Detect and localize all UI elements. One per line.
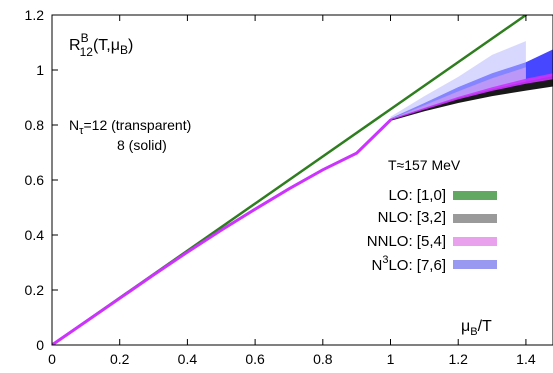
series-line-6 xyxy=(52,118,392,345)
x-tick-label-1: 0.2 xyxy=(110,351,130,367)
y-label-main: R xyxy=(69,37,81,54)
ntau-sub: τ xyxy=(79,125,84,137)
ntau-tail: =12 (transparent) xyxy=(83,117,191,133)
legend-swatch-n3lo xyxy=(453,260,497,269)
y-tick-label-4: 0.8 xyxy=(25,117,45,133)
legend-label-nnlo: NNLO: [5,4] xyxy=(367,233,446,250)
ntau-main: N xyxy=(69,117,79,133)
legend-label-nlo: NLO: [3,2] xyxy=(378,209,446,226)
y-tick-label-1: 0.2 xyxy=(25,282,45,298)
lines-layer xyxy=(52,15,528,345)
series-band-5 xyxy=(390,73,553,121)
x-tick-label-6: 1.2 xyxy=(448,351,468,367)
y-tick-label-6: 1.2 xyxy=(25,7,45,23)
temperature-annotation: T≈157 MeV xyxy=(388,157,461,173)
legend-label-lo: LO: [1,0] xyxy=(388,187,446,204)
y-label-sup: B xyxy=(81,31,89,45)
legend-swatch-nlo xyxy=(453,214,497,223)
x-label-sub: B xyxy=(470,326,477,338)
x-tick-label-3: 0.6 xyxy=(245,351,265,367)
x-tick-label-4: 0.8 xyxy=(313,351,333,367)
legend-label-n3lo: N3LO: [7,6] xyxy=(371,254,446,274)
series-band-4 xyxy=(390,76,553,121)
x-tick-label-0: 0 xyxy=(48,351,56,367)
ntau-annotation-line1: Nτ=12 (transparent) xyxy=(69,117,191,137)
y-label-tail-open: (T,μ xyxy=(93,37,120,54)
x-label-main: μ xyxy=(461,318,470,335)
y-label-tail-close: ) xyxy=(128,37,133,54)
y-label-sub: 12 xyxy=(80,45,94,59)
x-axis-label: μB/T xyxy=(461,318,492,338)
y-tick-label-5: 1 xyxy=(36,62,44,78)
y-tick-label-2: 0.4 xyxy=(25,227,45,243)
n3lo-sup: 3 xyxy=(382,254,388,266)
y-tick-label-3: 0.6 xyxy=(25,172,45,188)
legend: LO: [1,0] NLO: [3,2] NNLO: [5,4] N3LO: [… xyxy=(367,187,497,274)
x-tick-label-7: 1.4 xyxy=(516,351,536,367)
ticks-layer: 0 0.2 0.4 0.6 0.8 1 1.2 1.4 0 0.2 0.4 0.6 0.8 1 1.2 xyxy=(25,7,536,367)
y-axis-label: RB 12(T,μB) xyxy=(69,31,133,59)
x-tick-label-2: 0.4 xyxy=(178,351,198,367)
y-tick-label-0: 0 xyxy=(36,337,44,353)
x-tick-label-5: 1 xyxy=(387,351,395,367)
ntau-annotation-line2: 8 (solid) xyxy=(117,137,167,153)
legend-swatch-nnlo xyxy=(453,237,497,246)
series-band-3 xyxy=(390,67,526,121)
n3lo-pre: N xyxy=(371,257,382,274)
y-label-tail-sub: B xyxy=(120,43,128,57)
bands-layer xyxy=(390,41,553,121)
x-label-tail: /T xyxy=(478,318,492,335)
legend-swatch-lo xyxy=(453,191,497,200)
n3lo-post: LO: [7,6] xyxy=(388,257,446,274)
series-band-2 xyxy=(390,41,526,121)
